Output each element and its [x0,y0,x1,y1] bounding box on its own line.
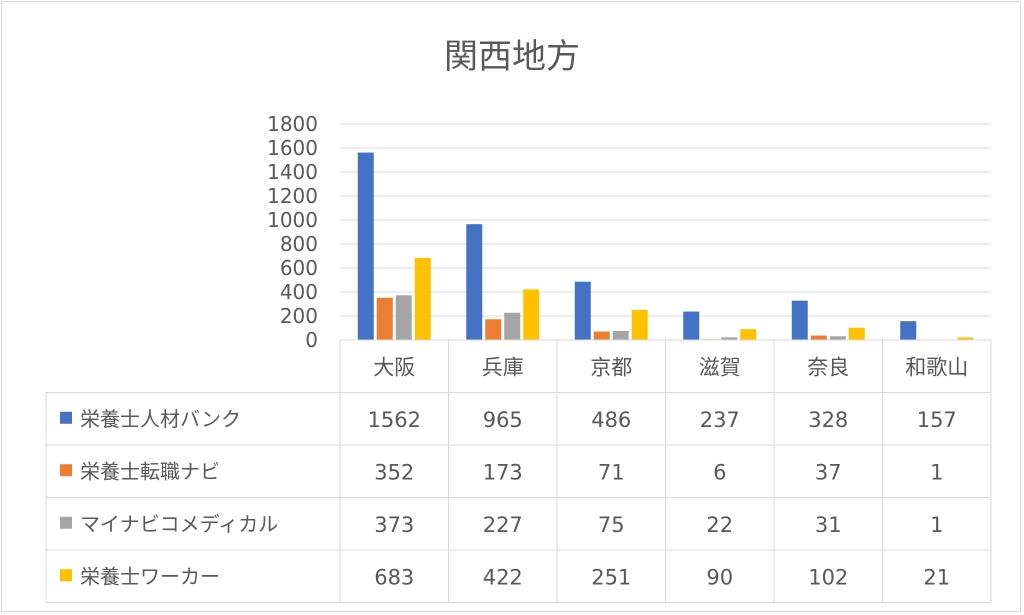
legend-swatch [60,516,72,529]
data-label: 71 [598,460,625,484]
data-label: 6 [713,460,726,484]
bar [848,327,865,340]
bar [523,289,540,340]
data-label: 1 [930,460,943,484]
bar [791,300,808,340]
bar [721,337,738,340]
bar [395,295,412,340]
data-label: 31 [815,513,842,537]
bar [957,337,974,340]
bar [504,312,521,340]
data-label: 683 [374,565,414,589]
y-tick-label: 1400 [267,160,318,184]
bar [810,335,827,340]
data-label: 237 [700,408,740,432]
data-label: 422 [483,565,523,589]
category-label: 奈良 [807,355,849,379]
data-label: 75 [598,513,625,537]
data-label: 157 [917,408,957,432]
data-label: 352 [374,460,414,484]
y-tick-label: 1800 [267,112,318,136]
bars [357,152,974,340]
legend-label: 栄養士転職ナビ [80,459,220,483]
bar [414,258,431,340]
y-tick-label: 800 [280,232,318,256]
category-label: 大阪 [373,355,415,379]
bar [829,336,846,340]
legend-label: 栄養士人材バンク [80,407,241,431]
data-label: 965 [483,408,523,432]
category-label: 和歌山 [905,355,968,379]
data-label: 373 [374,513,414,537]
bar [631,309,648,340]
chart-title: 関西地方 [444,37,580,77]
category-label: 兵庫 [482,355,524,379]
bar [683,311,700,340]
bar [485,319,502,340]
legend-label: マイナビコメディカル [80,512,278,536]
y-tick-label: 600 [280,256,318,280]
data-label: 1 [930,513,943,537]
y-tick-label: 400 [280,280,318,304]
gridlines [340,123,991,341]
bar [574,281,591,340]
data-label: 102 [808,565,848,589]
bar [376,297,393,340]
y-tick-label: 1600 [267,136,318,160]
legend-swatch [60,464,72,477]
bar [740,329,757,340]
data-label: 21 [923,565,950,589]
y-tick-label: 1200 [267,184,318,208]
y-tick-label: 1000 [267,208,318,232]
data-label: 486 [591,408,631,432]
category-label: 滋賀 [699,355,741,379]
data-label: 22 [706,513,733,537]
data-label: 251 [591,565,631,589]
bar [357,152,374,340]
data-label: 173 [483,460,523,484]
data-label: 90 [706,565,733,589]
data-label: 328 [808,408,848,432]
data-label: 37 [815,460,842,484]
bar [466,224,483,340]
legend-swatch [60,411,72,424]
data-label: 1562 [368,408,421,432]
data-label: 227 [483,513,523,537]
legend-label: 栄養士ワーカー [80,564,220,588]
bar [612,331,629,340]
bar [900,321,917,340]
category-label: 京都 [590,355,632,379]
legend-swatch [60,569,72,582]
y-tick-label: 200 [280,304,318,328]
bar [593,331,610,340]
y-tick-label: 0 [305,328,318,352]
